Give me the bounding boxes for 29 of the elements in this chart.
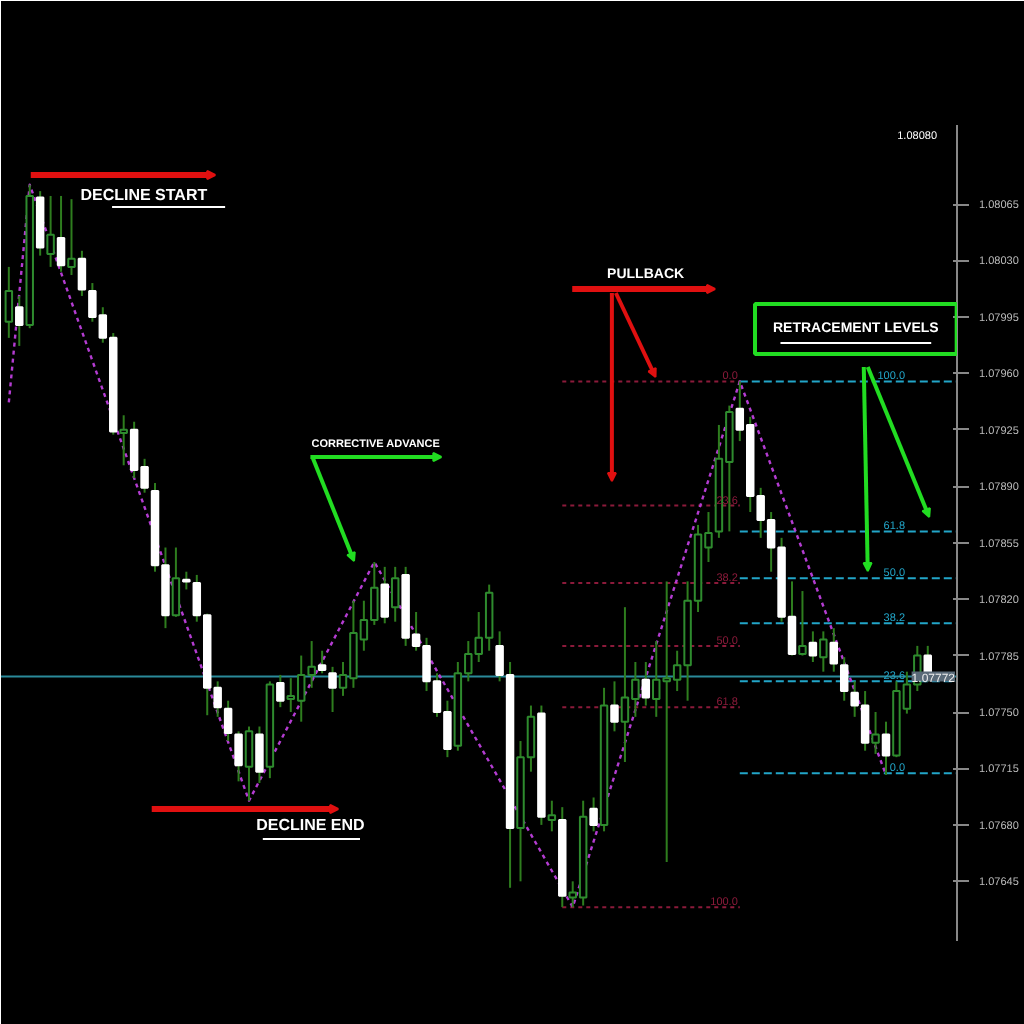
annotation: DECLINE START xyxy=(80,186,208,204)
candlestick xyxy=(380,565,389,625)
candlestick xyxy=(244,725,254,802)
candlestick xyxy=(234,730,243,783)
candlestick xyxy=(255,725,264,784)
candlestick xyxy=(829,627,839,673)
candlestick xyxy=(819,630,828,673)
candlestick xyxy=(589,796,598,833)
candlestick xyxy=(46,194,55,268)
candlestick xyxy=(276,673,285,709)
candlestick xyxy=(881,720,891,776)
candlestick xyxy=(67,198,76,276)
candlestick xyxy=(119,414,128,467)
candlestick xyxy=(77,249,87,297)
candlestick xyxy=(641,661,651,707)
candlestick xyxy=(610,680,619,733)
candlestick xyxy=(328,665,337,713)
candlestick xyxy=(871,711,880,755)
candlestick xyxy=(317,649,327,675)
candlestick xyxy=(56,194,66,273)
candlestick xyxy=(390,565,400,623)
candlestick xyxy=(171,546,181,618)
candlestick xyxy=(15,294,24,347)
annotation: DECLINE END xyxy=(256,816,366,834)
candlestick xyxy=(839,656,849,702)
candlestick xyxy=(798,590,807,657)
candlestick xyxy=(808,630,818,664)
candlestick xyxy=(223,699,233,743)
candlestick xyxy=(547,799,557,833)
